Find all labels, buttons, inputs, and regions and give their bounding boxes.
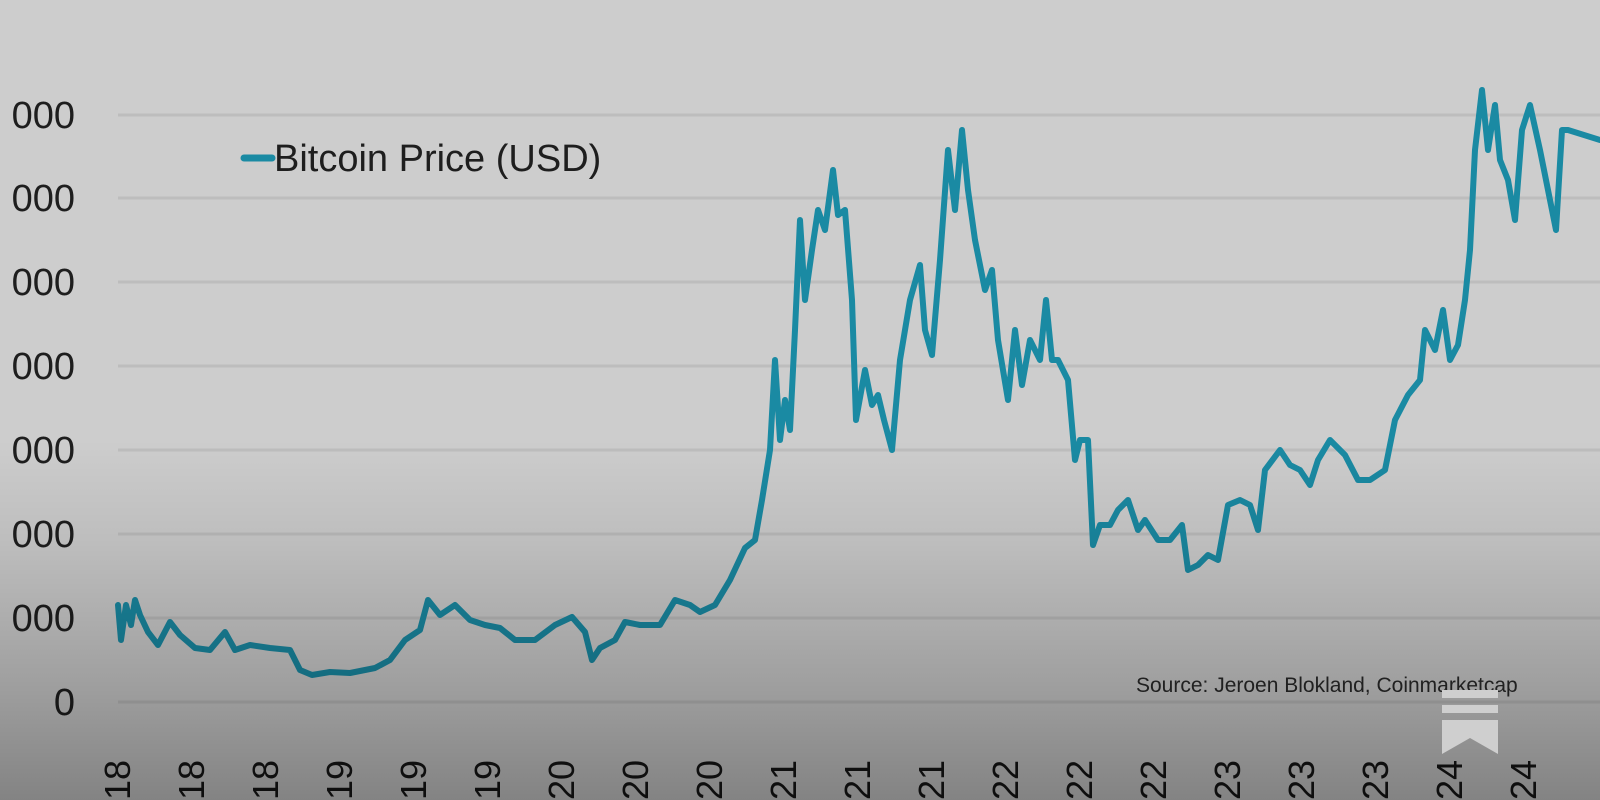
x-tick-label: -22 (1133, 760, 1174, 800)
y-tick-label: 000 (12, 430, 75, 472)
x-tick-label: -19 (319, 760, 360, 800)
x-tick-label: -23 (1207, 760, 1248, 800)
x-tick-label: -22 (985, 760, 1026, 800)
x-tick-label: -19 (467, 760, 508, 800)
y-tick-label: 000 (12, 598, 75, 640)
x-tick-label: -18 (171, 760, 212, 800)
source-note: Source: Jeroen Blokland, Coinmarketcap (1136, 674, 1518, 697)
x-tick-label: -23 (1355, 760, 1396, 800)
gridlines (118, 113, 1600, 704)
x-tick-label: -18 (97, 760, 138, 800)
y-tick-label: 000 (12, 514, 75, 556)
x-tick-label: -20 (689, 760, 730, 800)
bitcoin-price-line (115, 87, 1600, 678)
legend: Bitcoin Price (USD) (240, 138, 601, 180)
x-axis: -18 -18 -18 -19 -19 -19 -20 -20 -20 -21 … (97, 760, 1544, 800)
x-tick-label: -24 (1503, 760, 1544, 800)
x-tick-label: -18 (245, 760, 286, 800)
x-tick-label: -21 (763, 760, 804, 800)
x-tick-label: -24 (1429, 760, 1470, 800)
x-tick-label: -19 (393, 760, 434, 800)
x-tick-label: -22 (1059, 760, 1100, 800)
legend-label: Bitcoin Price (USD) (274, 138, 601, 180)
y-tick-label: 000 (12, 178, 75, 220)
substack-logo-icon (1442, 690, 1498, 754)
x-tick-label: -23 (1281, 760, 1322, 800)
y-tick-label: 000 (12, 95, 75, 137)
y-axis: 0 000 000 000 000 000 000 000 (12, 95, 75, 724)
x-tick-label: -20 (541, 760, 582, 800)
y-tick-label: 0 (54, 682, 75, 724)
x-tick-label: -21 (911, 760, 952, 800)
x-tick-label: -21 (837, 760, 878, 800)
y-tick-label: 000 (12, 346, 75, 388)
x-tick-label: -20 (615, 760, 656, 800)
y-tick-label: 000 (12, 262, 75, 304)
